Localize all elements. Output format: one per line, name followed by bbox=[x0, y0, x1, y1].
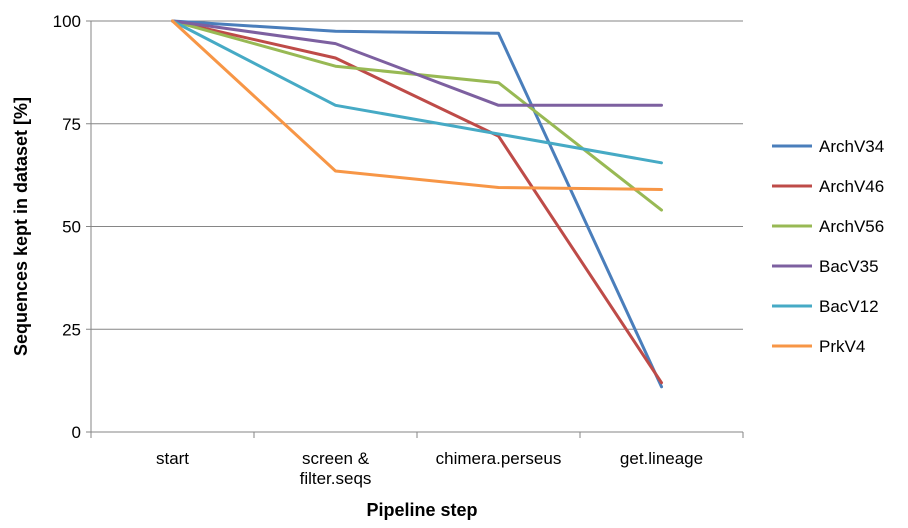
series-line-bacv35 bbox=[171, 19, 663, 107]
legend-label: PrkV4 bbox=[819, 337, 865, 356]
series-line-bacv12 bbox=[171, 19, 663, 165]
series-line-archv46 bbox=[171, 19, 663, 385]
x-tick-label-line: filter.seqs bbox=[300, 469, 372, 488]
series-line-archv34 bbox=[171, 19, 663, 389]
legend-label: BacV35 bbox=[819, 257, 879, 276]
legend-label: ArchV34 bbox=[819, 137, 884, 156]
y-tick-label: 25 bbox=[62, 320, 81, 339]
x-tick-label-line: chimera.perseus bbox=[436, 449, 562, 468]
y-axis-title: Sequences kept in dataset [%] bbox=[11, 97, 31, 356]
x-tick-label: screen & filter.seqs bbox=[300, 449, 372, 488]
axes bbox=[86, 20, 744, 438]
legend-label: ArchV46 bbox=[819, 177, 884, 196]
legend-label: ArchV56 bbox=[819, 217, 884, 236]
y-tick-label: 50 bbox=[62, 218, 81, 237]
x-tick-label-line: start bbox=[156, 449, 189, 468]
y-tick-label: 0 bbox=[72, 423, 81, 442]
x-tick-label: get.lineage bbox=[620, 449, 703, 468]
axis-labels: 0 25 50 75 100 start screen & filter.seqs chimer… bbox=[11, 12, 703, 520]
x-axis-title: Pipeline step bbox=[366, 500, 477, 520]
legend-label: BacV12 bbox=[819, 297, 879, 316]
series-line-archv56 bbox=[171, 19, 663, 212]
x-tick-label-line: get.lineage bbox=[620, 449, 703, 468]
gridlines bbox=[91, 20, 743, 330]
y-tick-label: 75 bbox=[62, 115, 81, 134]
series-lines bbox=[171, 19, 663, 389]
series-line-prkv4 bbox=[171, 19, 663, 191]
x-tick-label-line: screen & bbox=[302, 449, 370, 468]
legend: ArchV34 ArchV46 ArchV56 BacV35 BacV12 PrkV4 bbox=[772, 137, 884, 356]
x-tick-label: start bbox=[156, 449, 189, 468]
x-tick-label: chimera.perseus bbox=[436, 449, 562, 468]
y-tick-label: 100 bbox=[53, 12, 81, 31]
